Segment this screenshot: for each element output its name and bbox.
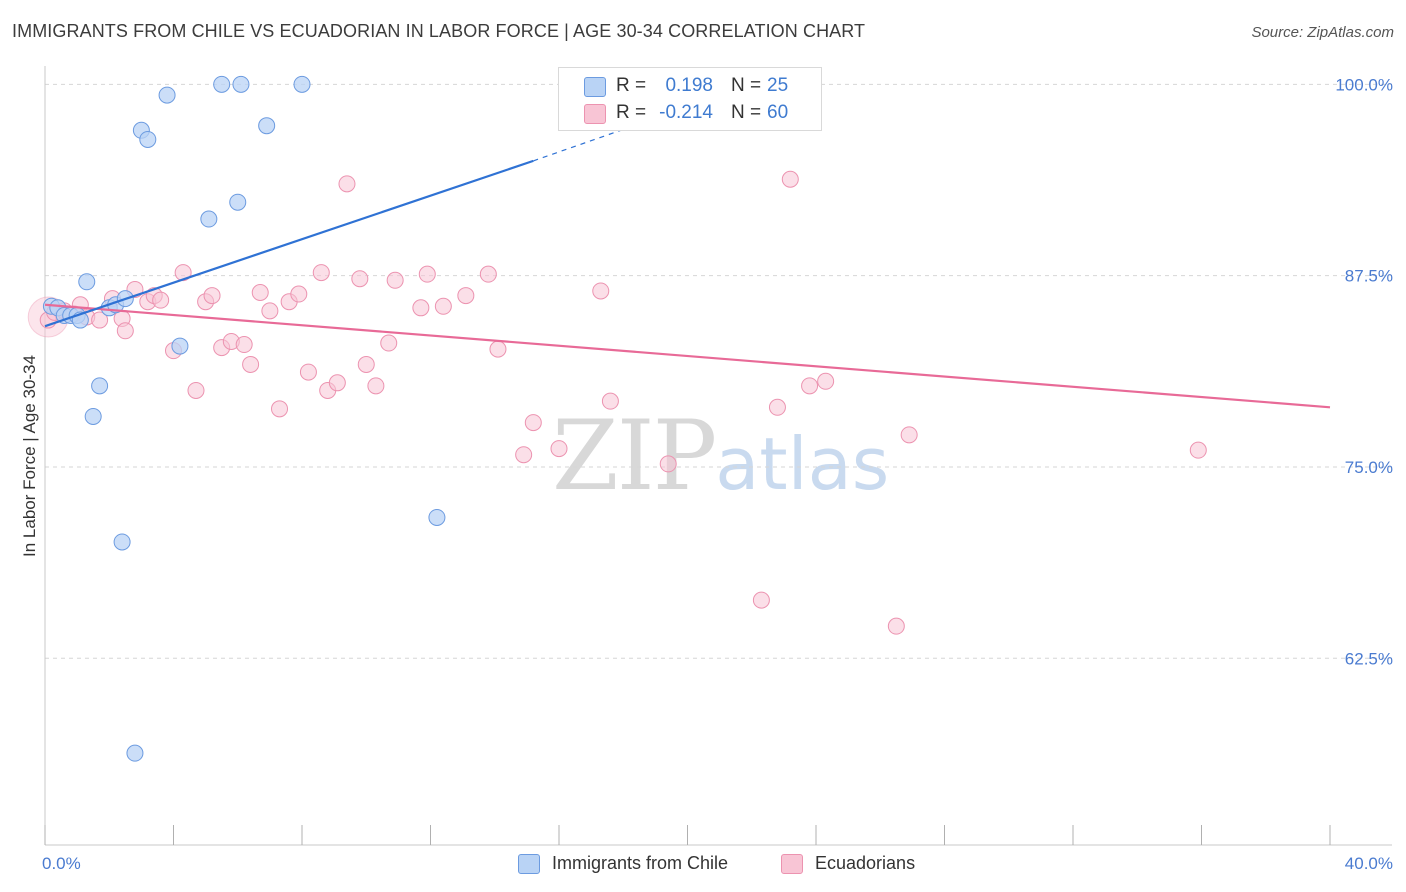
ecuadorians-point bbox=[242, 355, 260, 373]
ecuadorians-point bbox=[116, 322, 134, 340]
ecuadorians-point bbox=[434, 297, 452, 315]
chile-point bbox=[78, 273, 96, 291]
source-label: Source: ZipAtlas.com bbox=[1251, 24, 1394, 41]
ecuadorians-trend-line bbox=[44, 303, 1331, 409]
ecuadorians-point bbox=[91, 311, 109, 329]
ecuadorians-point bbox=[489, 340, 507, 358]
ecuadorians-point bbox=[299, 363, 317, 381]
ecuadorians-point bbox=[351, 270, 369, 288]
ecuadorians-point bbox=[817, 372, 835, 390]
ecuadorians-point bbox=[524, 414, 542, 432]
ecuadorians-point bbox=[271, 400, 289, 418]
ecuadorians-point bbox=[418, 265, 436, 283]
series-legend: Immigrants from Chile Ecuadorians bbox=[0, 852, 1406, 878]
ecuadorians-point bbox=[235, 336, 253, 354]
ecuadorians-point bbox=[338, 175, 356, 193]
legend-row-ecuadorians: R = -0.214 N = 60 bbox=[559, 100, 821, 128]
ecuadorians-point bbox=[367, 377, 385, 395]
chile-point bbox=[171, 337, 189, 355]
watermark-zip: ZIP bbox=[552, 400, 717, 512]
y-tick-label: 75.0% bbox=[1345, 458, 1393, 477]
legend-r-value: -0.214 bbox=[659, 102, 713, 123]
legend-r-value: 0.198 bbox=[665, 75, 713, 96]
ecuadorians-point bbox=[457, 287, 475, 305]
chile-trend-line bbox=[44, 159, 534, 328]
ecuadorians-point bbox=[1189, 441, 1207, 459]
ecuadorians-point bbox=[357, 355, 375, 373]
ecuadorians-point bbox=[261, 302, 279, 320]
chile-point bbox=[158, 86, 176, 104]
legend-n-value: 60 bbox=[767, 102, 789, 123]
chile-point bbox=[293, 75, 311, 93]
chile-swatch bbox=[584, 77, 606, 97]
legend-n-label: N = bbox=[731, 102, 762, 123]
x-tick-label: 0.0% bbox=[42, 854, 81, 873]
ecuadorians-point bbox=[174, 264, 192, 282]
chile-point bbox=[232, 75, 250, 93]
ecuadorians-swatch bbox=[584, 104, 606, 124]
ecuadorians-point bbox=[887, 617, 905, 635]
ecuadorians-point bbox=[550, 440, 568, 458]
chile-point bbox=[200, 210, 218, 228]
chile-point bbox=[84, 407, 102, 425]
chile-point bbox=[126, 744, 144, 762]
ecuadorians-point bbox=[386, 271, 404, 289]
chile-point bbox=[258, 117, 276, 135]
chile-trend-extension bbox=[533, 126, 630, 162]
ecuadorians-point bbox=[328, 374, 346, 392]
watermark: ZIPatlas bbox=[552, 400, 889, 512]
legend-n-label: N = bbox=[731, 75, 762, 96]
ecuadorians-legend-swatch bbox=[781, 854, 803, 874]
ecuadorians-point bbox=[601, 392, 619, 410]
ecuadorians-point bbox=[312, 264, 330, 282]
ecuadorians-point bbox=[290, 285, 308, 303]
ecuadorians-point bbox=[380, 334, 398, 352]
chile-point bbox=[428, 508, 446, 526]
ecuadorians-point bbox=[152, 291, 170, 309]
correlation-legend: R = 0.198 N = 25 R = -0.214 N = 60 bbox=[558, 67, 822, 131]
legend-n-value: 25 bbox=[767, 75, 789, 96]
legend-r-label: R = bbox=[616, 75, 647, 96]
ecuadorians-point bbox=[479, 265, 497, 283]
y-tick-label: 100.0% bbox=[1335, 75, 1393, 94]
y-tick-label: 62.5% bbox=[1345, 649, 1393, 668]
ecuadorians-point bbox=[781, 170, 799, 188]
ecuadorians-point bbox=[900, 426, 918, 444]
chile-point bbox=[113, 533, 131, 551]
chile-legend-swatch bbox=[518, 854, 540, 874]
ecuadorians-point bbox=[752, 591, 770, 609]
ecuadorians-point bbox=[412, 299, 430, 317]
ecuadorians-point bbox=[801, 377, 819, 395]
watermark-atlas: atlas bbox=[715, 422, 890, 506]
chile-point bbox=[229, 193, 247, 211]
legend-r-label: R = bbox=[616, 102, 647, 123]
ecuadorians-point bbox=[592, 282, 610, 300]
x-tick-label: 40.0% bbox=[1345, 854, 1393, 873]
chile-point bbox=[91, 377, 109, 395]
ecuadorians-point bbox=[251, 284, 269, 302]
chile-point bbox=[213, 75, 231, 93]
chile-legend-label: Immigrants from Chile bbox=[552, 853, 729, 873]
ecuadorians-point bbox=[187, 381, 205, 399]
ecuadorians-point bbox=[515, 446, 533, 464]
chile-point bbox=[139, 130, 157, 148]
ecuadorians-legend-label: Ecuadorians bbox=[815, 853, 916, 873]
ecuadorians-point bbox=[659, 455, 677, 473]
ecuadorians-point bbox=[768, 398, 786, 416]
ecuadorians-point bbox=[203, 287, 221, 305]
chart-title: IMMIGRANTS FROM CHILE VS ECUADORIAN IN L… bbox=[12, 21, 866, 41]
legend-row-chile: R = 0.198 N = 25 bbox=[559, 73, 821, 101]
y-tick-label: 87.5% bbox=[1345, 267, 1393, 286]
